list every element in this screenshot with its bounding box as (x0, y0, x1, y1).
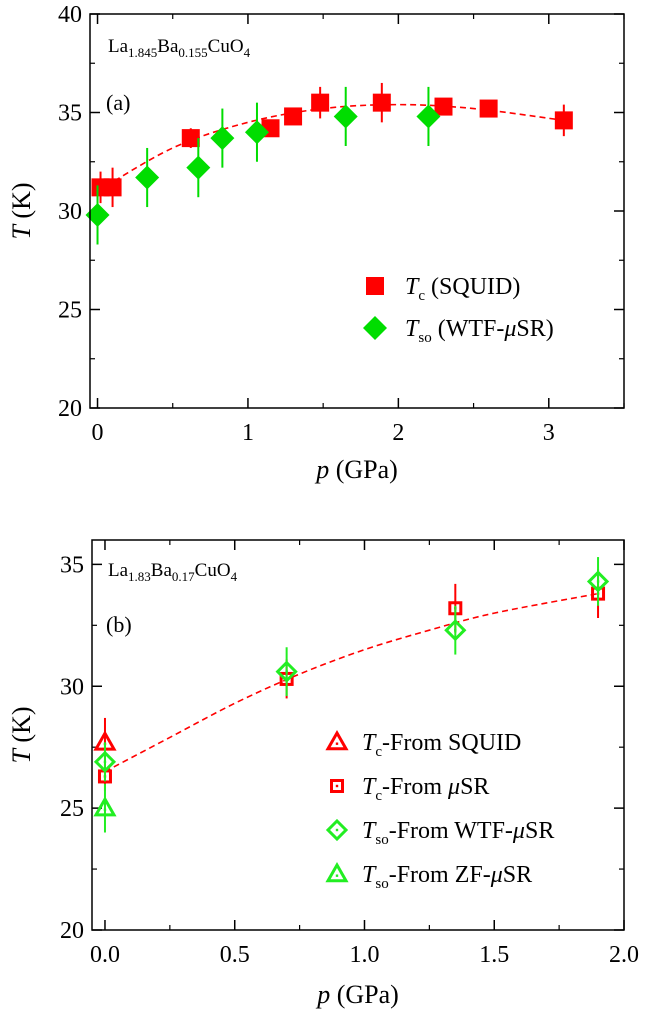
x-tick-label: 1.0 (349, 942, 379, 968)
panel-b: 0.0 0.5 1.0 1.5 2.0 20 25 30 35 La1.83Ba0.17CuO4 (… (7, 539, 639, 1009)
legend: Tc-From SQUID Tc-From μSR Tso-From WTF-μSR… (325, 729, 554, 892)
y-tick-label: 30 (58, 199, 82, 225)
data-point-tso_wtf (416, 104, 441, 129)
data-point-tso_wtf (210, 126, 235, 151)
series-tso_wtf_b (93, 557, 610, 782)
y-tick-label: 25 (60, 796, 84, 822)
legend-marker (330, 779, 344, 793)
data-point-tso_wtf_b-center (285, 670, 288, 673)
plot-frame (91, 539, 625, 931)
data-point-tso_wtf_b (444, 619, 467, 642)
data-point-tso_wtf_b (275, 660, 298, 683)
data-point-tc_squid (554, 111, 573, 130)
legend-label: Tso-From WTF-μSR (362, 818, 554, 848)
sample-label: La1.845Ba0.155CuO4 (108, 36, 251, 60)
series-tc_musr (97, 569, 606, 792)
y-tick-label: 25 (58, 298, 82, 324)
data-point-tc_squid (284, 107, 303, 126)
fit-curve (97, 103, 564, 192)
fit-curve (104, 592, 599, 773)
y-tick-label: 35 (60, 552, 84, 578)
plot-frame (89, 13, 625, 409)
legend-item-tc_musr: Tc-From μSR (330, 774, 489, 804)
legend-label: Tc-From μSR (362, 774, 489, 804)
data-point-tso_wtf_b-center (103, 760, 107, 764)
series-tc_squid (91, 82, 573, 208)
data-point-tc_squid (311, 93, 330, 112)
data-point-tc_squid (372, 93, 391, 112)
data-point-tso_wtf_b (93, 750, 117, 773)
panel-a: 0 1 2 3 20 25 30 35 40 La1.845Ba0.155CuO4 (a) p (GP… (7, 2, 625, 484)
legend-marker-center (335, 784, 339, 788)
data-point-tso_wtf_b-center (596, 580, 600, 583)
x-tick-label: 2.0 (609, 942, 639, 968)
data-point-tso_wtf (186, 155, 211, 180)
legend-marker-center (335, 742, 339, 745)
sample-label: La1.83Ba0.17CuO4 (108, 560, 238, 584)
legend-marker-center (335, 828, 339, 832)
legend-label: Tso-From ZF-μSR (362, 862, 532, 892)
y-tick-label: 40 (58, 2, 82, 28)
series-tso_zf (93, 783, 117, 833)
x-tick-label: 0.0 (90, 942, 120, 968)
y-tick-label: 20 (60, 918, 84, 944)
legend-marker (325, 861, 349, 883)
x-axis-title: p (GPa) (315, 980, 399, 1009)
legend-marker (325, 818, 349, 842)
legend-marker (366, 277, 384, 295)
data-point-tso_wtf_b-center (454, 628, 457, 632)
x-tick-label: 2 (392, 420, 404, 446)
x-tick-label: 0 (92, 420, 104, 446)
x-axis-title: p (GPa) (314, 455, 398, 484)
legend: Tc (SQUID) Tso (WTF-μSR) (363, 274, 554, 346)
legend-label: Tc (SQUID) (405, 274, 520, 304)
data-point-tso_wtf (85, 202, 110, 227)
x-tick-label: 3 (543, 420, 555, 446)
legend-label: Tso (WTF-μSR) (405, 316, 554, 346)
legend-item-tc_squid: Tc (SQUID) (366, 274, 520, 304)
x-tick-label: 0.5 (220, 942, 250, 968)
data-point-tso_zf (93, 796, 117, 817)
legend-marker (363, 316, 387, 340)
legend-marker-center (335, 874, 339, 877)
data-point-tso_wtf (244, 120, 269, 145)
legend-item-tso_wtf_b: Tso-From WTF-μSR (325, 818, 554, 848)
data-point-tc_squid (479, 99, 498, 118)
y-tick-label: 35 (58, 101, 82, 127)
legend-label: Tc-From SQUID (362, 730, 521, 760)
y-axis-title: T (K) (7, 182, 36, 239)
legend-item-tso_wtf: Tso (WTF-μSR) (363, 316, 554, 346)
data-point-tc_squid (434, 97, 453, 116)
legend-item-tso_zf: Tso-From ZF-μSR (325, 861, 532, 892)
data-point-tso_wtf (135, 165, 160, 190)
data-point-tso_wtf_b (586, 570, 610, 593)
axes: 0.0 0.5 1.0 1.5 2.0 20 25 30 35 (60, 540, 639, 968)
series-tso_wtf (85, 86, 441, 245)
y-tick-label: 30 (60, 674, 84, 700)
x-tick-label: 1 (242, 420, 254, 446)
data-point-tso_zf-center (103, 808, 107, 812)
panel-label: (b) (106, 612, 132, 637)
legend-marker (325, 729, 349, 751)
x-tick-label: 1.5 (479, 942, 509, 968)
legend-item-tc_squid_b: Tc-From SQUID (325, 729, 521, 760)
data-point-tso_wtf (333, 104, 358, 129)
panel-label: (a) (106, 90, 130, 115)
y-tick-label: 20 (58, 396, 82, 422)
axes: 0 1 2 3 20 25 30 35 40 (58, 2, 625, 446)
data-point-tc_squid (103, 178, 122, 197)
y-axis-title: T (K) (7, 706, 36, 763)
data-point-tc_squid (181, 129, 200, 148)
